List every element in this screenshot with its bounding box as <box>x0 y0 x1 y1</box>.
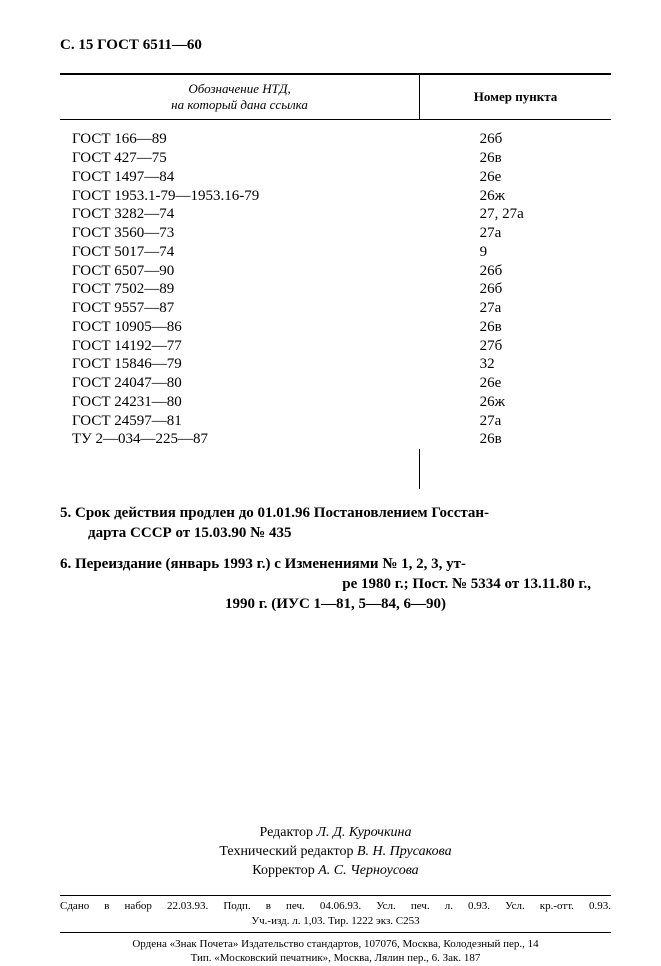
table-row: ГОСТ 9557—8727а <box>60 299 611 318</box>
editor-name: Л. Д. Курочкина <box>317 825 412 840</box>
table-row: ГОСТ 5017—749 <box>60 243 611 262</box>
pt-cell: 26ж <box>420 393 611 412</box>
ref-cell: ГОСТ 5017—74 <box>60 243 420 262</box>
table-row: ГОСТ 166—8926б <box>60 120 611 149</box>
publisher-line1: Ордена «Знак Почета» Издательство станда… <box>60 937 611 952</box>
pt-cell: 27, 27а <box>420 205 611 224</box>
clause-5: 5. Срок действия продлен до 01.01.96 Пос… <box>60 503 611 544</box>
pt-cell: 26б <box>420 120 611 149</box>
publisher-block: Ордена «Знак Почета» Издательство станда… <box>60 937 611 966</box>
pt-cell: 26е <box>420 374 611 393</box>
ref-cell: ГОСТ 24047—80 <box>60 374 420 393</box>
ref-cell: ГОСТ 7502—89 <box>60 280 420 299</box>
pt-cell: 27б <box>420 337 611 356</box>
ref-cell: ГОСТ 6507—90 <box>60 262 420 281</box>
col1-header-line2: на который дана ссылка <box>171 97 308 112</box>
pt-cell: 27а <box>420 299 611 318</box>
table-row: ГОСТ 3282—7427, 27а <box>60 205 611 224</box>
references-table: Обозначение НТД, на который дана ссылка … <box>60 73 611 489</box>
table-row: ГОСТ 24047—8026е <box>60 374 611 393</box>
ref-cell: ГОСТ 24231—80 <box>60 393 420 412</box>
pt-cell: 26в <box>420 149 611 168</box>
pt-cell: 9 <box>420 243 611 262</box>
ref-cell: ГОСТ 3560—73 <box>60 224 420 243</box>
ref-cell: ГОСТ 15846—79 <box>60 355 420 374</box>
publisher-line2: Тип. «Московский печатник», Москва, Ляли… <box>60 951 611 966</box>
ref-cell: ГОСТ 427—75 <box>60 149 420 168</box>
clause-6-line2: ре 1980 г.; Пост. № 5334 от 13.11.80 г., <box>60 574 611 594</box>
clause-6: 6. Переиздание (январь 1993 г.) с Измене… <box>60 554 611 615</box>
pt-cell: 27а <box>420 224 611 243</box>
corrector-name: А. С. Черноусова <box>318 863 418 878</box>
imprint-line1: Сдано в набор 22.03.93. Подп. в печ. 04.… <box>60 899 611 914</box>
table-row: ТУ 2—034—225—8726в <box>60 430 611 449</box>
credits-block: Редактор Л. Д. Курочкина Технический ред… <box>60 824 611 881</box>
ref-cell: ГОСТ 24597—81 <box>60 412 420 431</box>
imprint-block: Сдано в набор 22.03.93. Подп. в печ. 04.… <box>60 895 611 933</box>
table-row: ГОСТ 6507—9026б <box>60 262 611 281</box>
table-row: ГОСТ 14192—7727б <box>60 337 611 356</box>
page-header: С. 15 ГОСТ 6511—60 <box>60 36 611 55</box>
table-row: ГОСТ 24597—8127а <box>60 412 611 431</box>
ref-cell: ГОСТ 166—89 <box>60 120 420 149</box>
pt-cell: 26ж <box>420 187 611 206</box>
tech-editor-name: В. Н. Прусакова <box>357 844 452 859</box>
tech-editor-line: Технический редактор В. Н. Прусакова <box>60 843 611 862</box>
table-separator-row <box>60 449 611 489</box>
clause-6-line3: 1990 г. (ИУС 1—81, 5—84, 6—90) <box>60 594 611 614</box>
table-row: ГОСТ 24231—8026ж <box>60 393 611 412</box>
corrector-line: Корректор А. С. Черноусова <box>60 862 611 881</box>
editor-prefix: Редактор <box>260 825 317 840</box>
table-row: ГОСТ 10905—8626в <box>60 318 611 337</box>
ref-cell: ТУ 2—034—225—87 <box>60 430 420 449</box>
ref-cell: ГОСТ 3282—74 <box>60 205 420 224</box>
ref-cell: ГОСТ 1953.1-79—1953.16-79 <box>60 187 420 206</box>
ref-cell: ГОСТ 14192—77 <box>60 337 420 356</box>
table-row: ГОСТ 427—7526в <box>60 149 611 168</box>
table-row: ГОСТ 1497—8426е <box>60 168 611 187</box>
pt-cell: 26е <box>420 168 611 187</box>
editor-line: Редактор Л. Д. Курочкина <box>60 824 611 843</box>
ref-cell: ГОСТ 10905—86 <box>60 318 420 337</box>
pt-cell: 26в <box>420 430 611 449</box>
corrector-prefix: Корректор <box>252 863 318 878</box>
document-page: С. 15 ГОСТ 6511—60 Обозначение НТД, на к… <box>0 0 661 936</box>
pt-cell: 26б <box>420 280 611 299</box>
pt-cell: 32 <box>420 355 611 374</box>
pt-cell: 26б <box>420 262 611 281</box>
ref-cell: ГОСТ 1497—84 <box>60 168 420 187</box>
clause-5-line2: дарта СССР от 15.03.90 № 435 <box>60 523 611 543</box>
clause-5-line1: 5. Срок действия продлен до 01.01.96 Пос… <box>60 505 489 521</box>
clause-6-line1: 6. Переиздание (январь 1993 г.) с Измене… <box>60 556 466 572</box>
pt-cell: 27а <box>420 412 611 431</box>
ref-cell: ГОСТ 9557—87 <box>60 299 420 318</box>
table-row: ГОСТ 15846—7932 <box>60 355 611 374</box>
pt-cell: 26в <box>420 318 611 337</box>
tech-editor-prefix: Технический редактор <box>219 844 357 859</box>
col1-header: Обозначение НТД, на который дана ссылка <box>60 74 420 120</box>
col1-header-line1: Обозначение НТД, <box>188 81 290 96</box>
table-row: ГОСТ 7502—8926б <box>60 280 611 299</box>
table-row: ГОСТ 1953.1-79—1953.16-7926ж <box>60 187 611 206</box>
table-row: ГОСТ 3560—7327а <box>60 224 611 243</box>
col2-header: Номер пункта <box>420 74 611 120</box>
imprint-line2: Уч.-изд. л. 1,03. Тир. 1222 экз. С253 <box>60 914 611 929</box>
